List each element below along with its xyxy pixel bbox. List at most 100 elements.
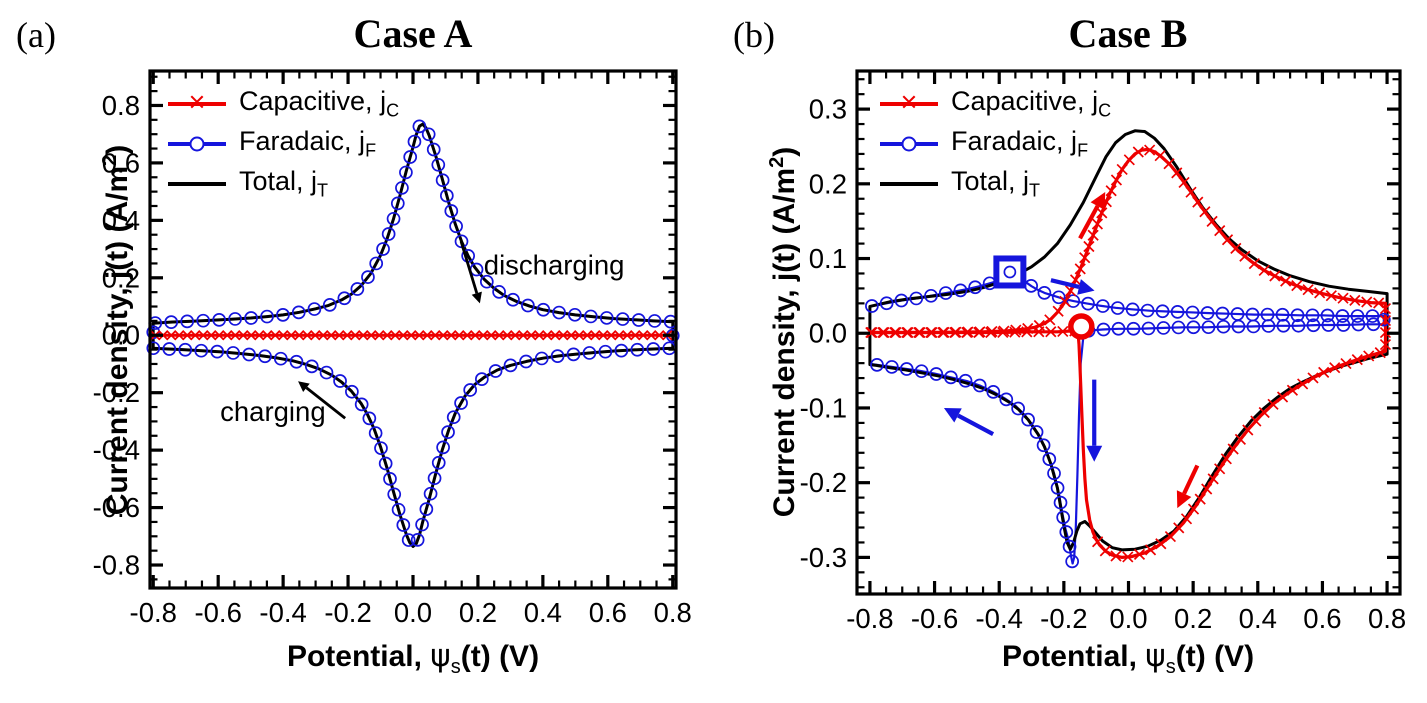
circle-marker-icon [1200,306,1215,320]
x-marker-icon [590,330,601,341]
circle-marker-icon [1216,319,1231,334]
x-marker-icon [614,330,625,341]
x-marker-icon: × [900,86,918,119]
series-faradaic-curve [1071,329,1088,565]
x-marker-icon [1248,258,1260,270]
x-marker-icon [574,330,585,341]
y-tick-label: 0.2 [809,168,847,199]
circle-marker-icon [289,354,304,369]
circle-marker-icon [1231,319,1246,334]
x-marker-icon [550,330,561,341]
x-marker-icon [1022,322,1034,335]
x-marker-icon [302,330,313,341]
circle-marker-icon [630,342,645,357]
x-marker-icon [230,330,241,341]
x-marker-icon [1044,314,1056,326]
x-marker-icon [1059,295,1071,307]
circle-marker-icon [361,270,375,284]
circle-marker-icon [390,196,405,211]
series-capacitive-curve [868,329,1079,335]
y-tick-label: 0.3 [809,94,847,125]
circle-marker-icon [953,283,968,298]
circle-marker-icon [362,411,377,426]
circle-marker-icon [1141,321,1156,336]
x-marker-icon [646,330,657,341]
legend-label-capacitive: Capacitive, jC [951,86,1112,121]
y-tick-label: -0.8 [93,550,140,581]
panel-a-plot-area: -0.8 -0.6 -0.4 -0.2 0.0 0.2 0.4 0.6 0.8-0.8-0.6-… [93,69,692,628]
x-marker-icon [961,326,973,339]
x-marker-icon [1214,225,1226,237]
direction-arrow-head [1077,279,1095,295]
x-marker-icon [286,330,297,341]
direction-arrow [1078,205,1100,240]
y-tick-label: 0.1 [809,243,847,274]
x-marker-icon [1021,326,1033,338]
x-marker-icon [1361,296,1373,308]
x-marker-icon [534,330,545,341]
x-marker-icon [326,330,337,341]
series-faradaic-curve [868,362,1074,565]
legend-line-total [168,182,226,186]
circle-marker-icon [449,219,463,234]
circle-marker-icon [1110,301,1125,315]
x-marker-icon [382,330,393,341]
x-marker-icon [1363,350,1375,362]
x-marker-icon [542,330,553,341]
x-marker-icon [1033,326,1045,338]
circle-marker-icon [291,305,306,320]
x-marker-icon [174,330,185,341]
x-marker-icon [1057,325,1069,338]
x-marker-icon [1230,242,1242,254]
x-marker-icon [1180,513,1193,525]
x-marker-icon [1276,391,1289,403]
x-marker-icon [1132,146,1144,158]
circle-marker-icon [319,365,334,380]
x-marker-icon [214,330,225,341]
x-marker-icon [1052,305,1064,317]
circle-marker-icon [178,342,193,357]
panel-label-b: (b) [733,15,775,55]
circle-marker-icon [503,358,518,373]
x-tick-label: 0.4 [524,597,562,628]
x-marker-icon [1155,538,1167,550]
x-marker-icon [1079,252,1091,264]
x-marker-icon [390,330,401,341]
x-marker-icon [182,330,193,341]
x-marker-icon [1214,463,1226,475]
x-marker-icon [1291,280,1303,292]
circle-marker-icon [1050,481,1065,495]
x-marker-icon [1351,354,1363,366]
x-tick-label: -0.2 [324,597,371,628]
circle-marker-icon [383,472,397,486]
x-marker-icon [1201,483,1213,495]
x-marker-icon [430,330,441,341]
x-marker-icon [334,330,345,341]
direction-arrow [459,240,479,294]
x-tick-label: -0.8 [846,603,893,634]
x-marker-icon [1329,362,1341,374]
circle-marker-icon [322,297,337,312]
x-marker-icon [1154,150,1166,162]
x-marker-icon [1091,218,1104,230]
circle-marker-icon [1056,510,1071,525]
x-marker-icon [350,330,361,341]
x-marker-icon [949,326,961,339]
circle-marker-icon [884,360,899,374]
x-marker-icon [1307,372,1319,384]
circle-marker-icon [599,311,614,325]
circle-marker-icon [1290,308,1305,323]
x-marker-icon [877,326,889,339]
circle-marker-icon [1291,318,1306,333]
circle-marker-icon [376,242,390,256]
x-marker-icon [1185,186,1197,198]
circle-marker-icon [226,346,241,360]
circle-marker-icon [1059,525,1074,539]
y-tick-label: -0.6 [93,492,140,523]
circle-marker-icon [403,150,418,164]
x-marker-icon [342,330,353,341]
circle-marker-icon [1047,466,1061,481]
circle-marker-icon [924,288,938,303]
x-marker-icon [1144,144,1156,156]
x-axis-label-a-close: (t) (V) [460,640,540,673]
